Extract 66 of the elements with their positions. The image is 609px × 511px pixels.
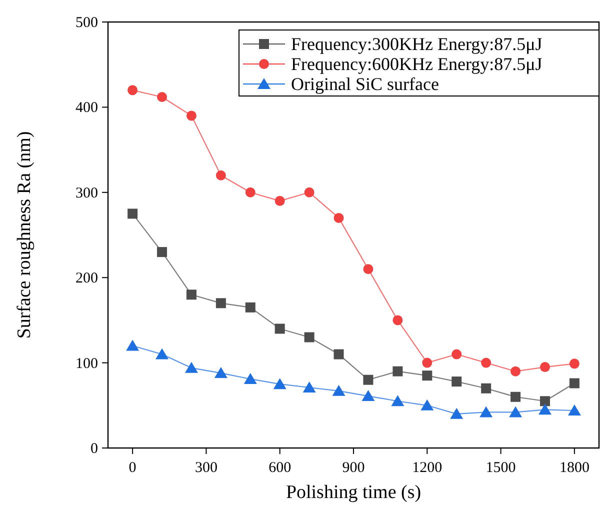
point [128, 85, 138, 96]
point [510, 392, 521, 402]
point [569, 378, 580, 388]
point [157, 247, 168, 258]
point [186, 290, 196, 300]
point [391, 395, 404, 406]
y-axis-title: Surface roughness Ra (nm) [14, 131, 35, 339]
point [214, 367, 228, 378]
point [304, 332, 314, 342]
x-tick-label: 600 [268, 460, 292, 476]
y-tick-label: 400 [76, 100, 98, 116]
point [510, 366, 521, 376]
point [420, 399, 434, 410]
point [304, 187, 314, 198]
x-tick-label: 0 [128, 460, 136, 476]
point [568, 404, 581, 416]
legend-label: Original SiC surface [291, 74, 439, 94]
point [538, 404, 552, 415]
point [273, 378, 286, 390]
point [245, 302, 256, 312]
point [362, 390, 375, 402]
point [184, 362, 198, 373]
point [363, 264, 374, 274]
y-tick-label: 300 [76, 185, 98, 202]
legend-label: Frequency:600KHz Energy:87.5μJ [291, 54, 542, 74]
point [569, 358, 580, 369]
point [128, 208, 138, 219]
x-tick-label: 1800 [559, 460, 590, 476]
x-axis-title: Polishing time (s) [286, 482, 422, 503]
point [481, 358, 492, 368]
point [126, 340, 140, 351]
point [422, 358, 432, 368]
point [334, 349, 344, 360]
point [481, 383, 492, 394]
x-tick-label: 300 [194, 460, 218, 476]
y-tick-label: 500 [76, 15, 98, 31]
point [452, 349, 462, 360]
point [509, 406, 522, 418]
x-tick-label: 900 [342, 460, 365, 476]
point [156, 348, 169, 360]
point [244, 372, 257, 384]
point [274, 324, 285, 334]
point [452, 376, 462, 387]
x-tick-label: 1500 [486, 460, 516, 476]
point [540, 396, 550, 406]
point [392, 315, 403, 326]
point [274, 196, 285, 206]
point [216, 298, 226, 308]
y-tick-label: 0 [90, 441, 98, 457]
point [450, 408, 464, 419]
point [540, 362, 550, 372]
point [216, 170, 226, 180]
point [480, 406, 493, 418]
x-tick-label: 1200 [412, 460, 442, 476]
y-tick-label: 100 [76, 356, 98, 372]
point [157, 92, 168, 102]
point [245, 187, 256, 198]
point [186, 110, 196, 121]
point [332, 384, 346, 396]
point [363, 374, 374, 385]
point [334, 212, 344, 223]
legend-label: Frequency:300KHz Energy:87.5μJ [291, 34, 542, 54]
point [392, 366, 403, 376]
point [302, 382, 316, 393]
point [422, 370, 432, 381]
y-tick-label: 200 [76, 270, 98, 287]
